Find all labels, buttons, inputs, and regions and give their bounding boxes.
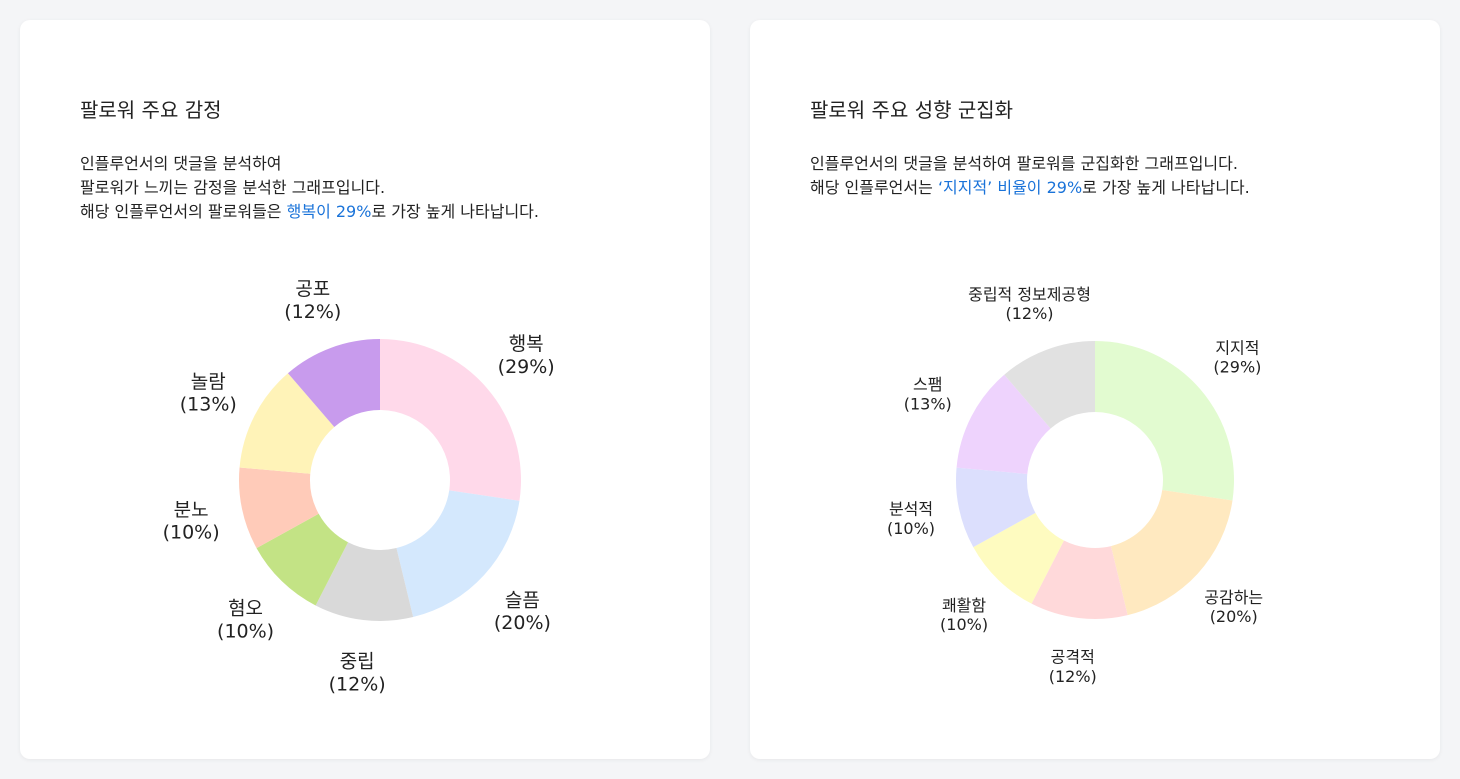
description-line: 인플루언서의 댓글을 분석하여: [80, 154, 282, 173]
slice-value-label: (13%): [904, 394, 952, 413]
slice-label: 공포: [295, 278, 330, 300]
donut-slice: [956, 374, 1051, 474]
slice-value-label: (10%): [887, 519, 935, 538]
slice-label: 혐오: [228, 597, 263, 619]
donut-slice: [287, 339, 380, 427]
donut-slice: [380, 339, 521, 501]
donut-slice: [1004, 341, 1095, 429]
slice-value-label: (10%): [940, 615, 988, 634]
emotion-donut-chart: 행복(29%)슬픔(20%)중립(12%)혐오(10%)분노(10%)놀람(13…: [163, 278, 555, 695]
highlight-text: ‘지지적’ 비율이 29%: [937, 178, 1083, 197]
slice-value-label: (10%): [217, 620, 274, 642]
description-text: 로 가장 높게 나타납니다.: [1082, 178, 1250, 197]
card-description: 인플루언서의 댓글을 분석하여 팔로워가 느끼는 감정을 분석한 그래프입니다.…: [80, 152, 539, 224]
donut-slice: [973, 512, 1064, 604]
slice-label: 놀람: [191, 371, 226, 393]
slice-value-label: (12%): [1006, 304, 1054, 323]
donut-slice: [396, 490, 520, 618]
slice-label: 공감하는: [1204, 588, 1263, 607]
tendency-card: 팔로워 주요 성향 군집화 인플루언서의 댓글을 분석하여 팔로워를 군집화한 …: [750, 20, 1440, 759]
slice-label: 중립적 정보제공형: [968, 285, 1091, 304]
donut-slice: [256, 513, 349, 606]
slice-label: 쾌활함: [942, 596, 986, 615]
description-text: 해당 인플루언서는: [810, 178, 938, 197]
slice-label: 행복: [509, 333, 544, 355]
slice-value-label: (20%): [494, 612, 551, 634]
slice-value-label: (10%): [163, 522, 220, 544]
description-text: 로 가장 높게 나타납니다.: [371, 202, 539, 221]
slice-value-label: (29%): [1213, 357, 1261, 376]
slice-value-label: (12%): [1049, 667, 1097, 686]
slice-value-label: (13%): [180, 394, 237, 416]
slice-value-label: (12%): [329, 673, 386, 695]
slice-label: 분석적: [889, 500, 933, 519]
card-title: 팔로워 주요 성향 군집화: [810, 98, 1014, 122]
card-title: 팔로워 주요 감정: [80, 98, 222, 122]
donut-slice: [1110, 490, 1233, 616]
tendency-donut-chart: 지지적(29%)공감하는(20%)공격적(12%)쾌활함(10%)분석적(10%…: [887, 285, 1263, 686]
donut-slice: [239, 373, 335, 474]
description-line: 팔로워가 느끼는 감정을 분석한 그래프입니다.: [80, 178, 386, 197]
donut-slice: [1095, 341, 1234, 501]
description-line: 인플루언서의 댓글을 분석하여 팔로워를 군집화한 그래프입니다.: [810, 154, 1238, 173]
slice-label: 중립: [340, 651, 375, 673]
slice-label: 분노: [174, 499, 209, 521]
donut-slice: [315, 542, 414, 621]
slice-value-label: (12%): [284, 301, 341, 323]
donut-slice: [1031, 540, 1128, 620]
description-line: 해당 인플루언서는 ‘지지적’ 비율이 29%로 가장 높게 나타납니다.: [810, 176, 1250, 200]
slice-value-label: (29%): [498, 356, 555, 378]
slice-label: 지지적: [1215, 338, 1259, 357]
slice-label: 스팸: [913, 375, 942, 394]
card-description: 인플루언서의 댓글을 분석하여 팔로워를 군집화한 그래프입니다. 해당 인플루…: [810, 152, 1250, 200]
donut-slice: [239, 467, 319, 549]
description-text: 해당 인플루언서의 팔로워들은: [80, 202, 287, 221]
slice-label: 슬픔: [505, 589, 540, 611]
highlight-text: 행복이 29%: [286, 202, 372, 221]
slice-label: 공격적: [1051, 648, 1095, 667]
emotion-card: 팔로워 주요 감정 인플루언서의 댓글을 분석하여 팔로워가 느끼는 감정을 분…: [20, 20, 710, 759]
description-line: 해당 인플루언서의 팔로워들은 행복이 29%로 가장 높게 나타납니다.: [80, 200, 539, 224]
donut-slice: [956, 467, 1036, 548]
slice-value-label: (20%): [1210, 607, 1258, 626]
